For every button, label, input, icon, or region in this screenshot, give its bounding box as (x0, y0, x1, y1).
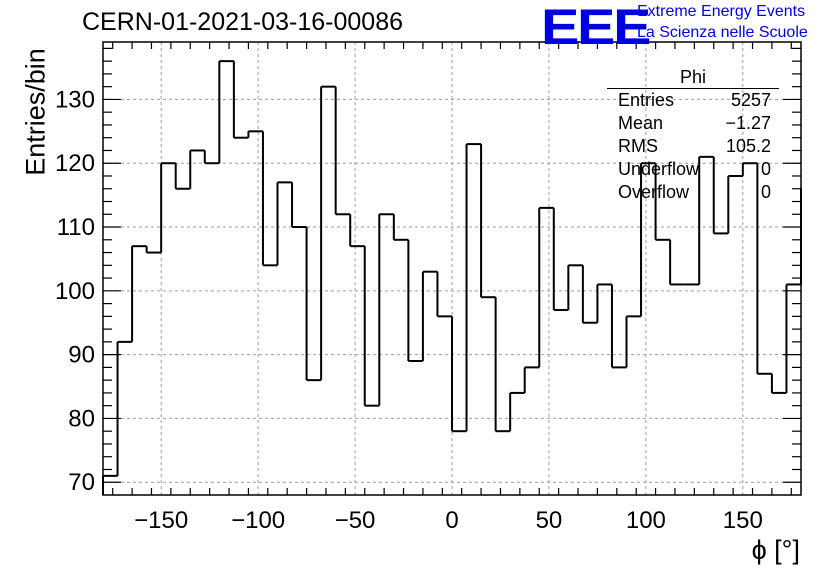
logo-line-2: La Scienza nelle Scuole (637, 24, 808, 41)
axis-ticks (103, 42, 801, 495)
stats-value: 5257 (730, 90, 771, 110)
y-tick-label: 70 (68, 469, 95, 496)
logo-line-1: Extreme Energy Events (637, 3, 806, 20)
y-tick-label: 120 (55, 150, 95, 177)
stats-row-underflow: Underflow 0 (607, 158, 779, 181)
y-tick-label: 110 (57, 214, 95, 241)
stats-label: Entries (618, 90, 675, 110)
plot-frame (102, 41, 802, 496)
stats-value: 0 (760, 159, 771, 179)
tick-labels: −150 −100 −50 0 50 100 150 70 80 90 100 110 120 130 (55, 86, 763, 534)
stats-title: Phi (607, 66, 779, 89)
y-tick-label: 80 (68, 405, 95, 432)
stats-label: Underflow (618, 159, 700, 179)
x-tick-label: 50 (536, 507, 563, 534)
x-tick-label: −50 (335, 507, 376, 534)
stats-label: Mean (618, 113, 664, 133)
stats-box: Phi Entries 5257 Mean −1.27 RMS 105.2 Un… (607, 66, 779, 204)
x-tick-label: 150 (723, 507, 763, 534)
stats-row-overflow: Overflow 0 (607, 181, 779, 204)
stats-label: RMS (618, 136, 658, 156)
stats-row-entries: Entries 5257 (607, 89, 779, 112)
y-axis-label: Entries/bin (20, 48, 51, 176)
stats-value: −1.27 (725, 113, 771, 133)
y-tick-label: 130 (55, 86, 95, 113)
x-tick-label: 100 (626, 507, 666, 534)
y-tick-label: 100 (55, 278, 95, 305)
x-tick-label: −100 (231, 507, 285, 534)
stats-row-rms: RMS 105.2 (607, 135, 779, 158)
stats-value: 105.2 (725, 136, 771, 156)
x-tick-label: −150 (134, 507, 188, 534)
stats-label: Overflow (618, 182, 690, 202)
x-axis-label: ϕ [°] (751, 535, 800, 565)
eee-logo: EEE (541, 0, 651, 55)
x-tick-label: 0 (445, 507, 458, 534)
y-tick-label: 90 (68, 342, 95, 369)
chart-title: CERN-01-2021-03-16-00086 (82, 8, 404, 36)
histogram-series (102, 60, 802, 495)
stats-row-mean: Mean −1.27 (607, 112, 779, 135)
stats-value: 0 (760, 182, 771, 202)
